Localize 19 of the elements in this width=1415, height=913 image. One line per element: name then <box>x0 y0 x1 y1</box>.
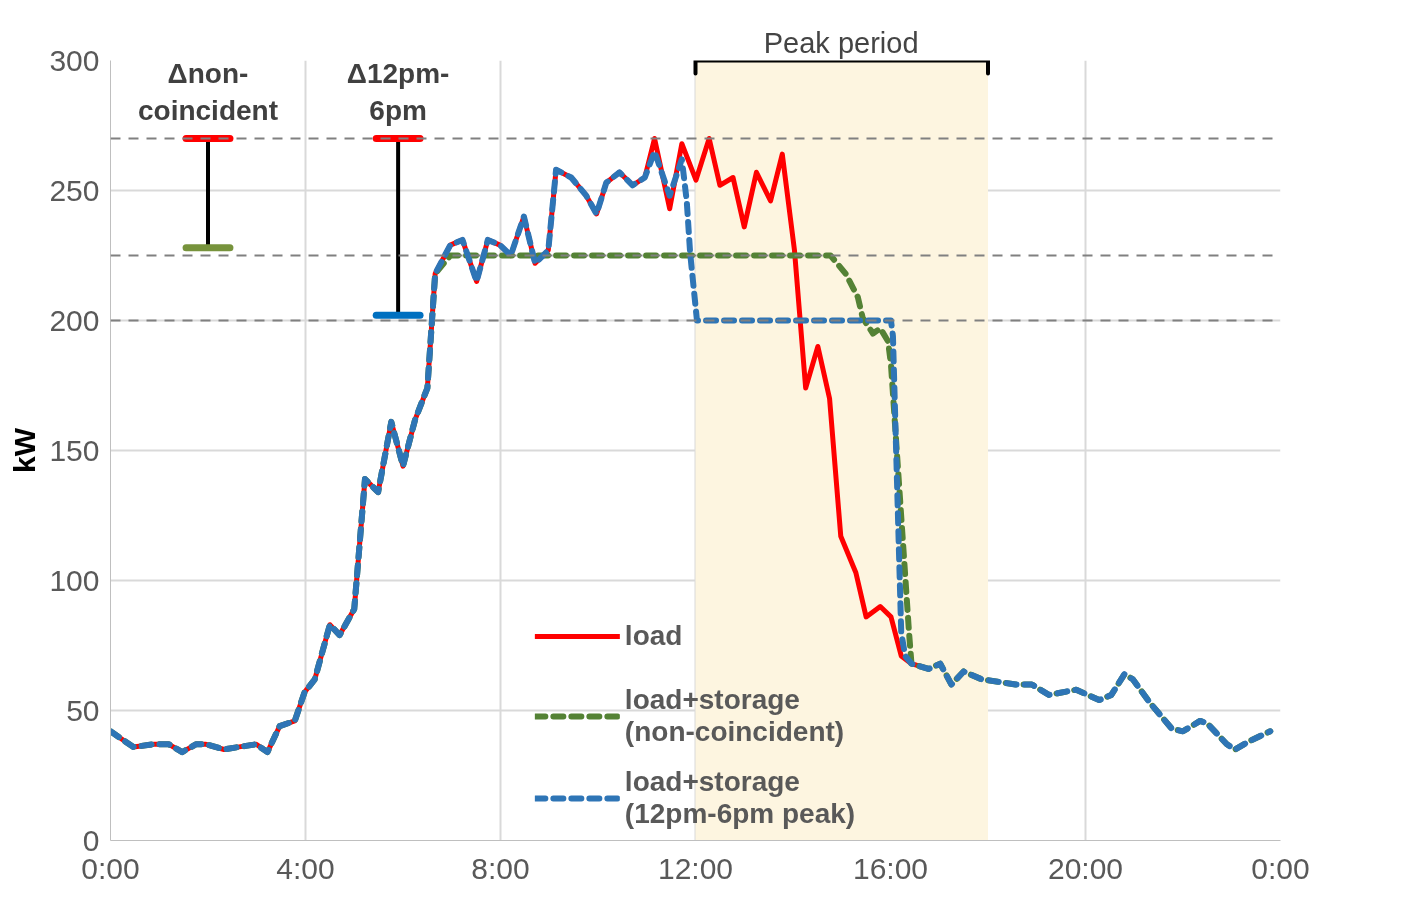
band-label: Peak period <box>763 26 919 59</box>
x-tick-label: 0:00 <box>1251 851 1310 885</box>
y-tick-label: 200 <box>49 303 100 337</box>
x-tick-label: 20:00 <box>1047 851 1124 885</box>
x-tick-label: 12:00 <box>657 851 734 885</box>
annotation: Δnon-coincident <box>137 58 279 127</box>
x-tick-label: 16:00 <box>852 851 929 885</box>
y-tick-label: 150 <box>49 433 100 467</box>
annotation: Δ12pm-6pm <box>346 58 450 127</box>
x-tick-label: 8:00 <box>471 851 530 885</box>
legend-label: load <box>624 619 683 653</box>
y-tick-label: 100 <box>49 563 100 597</box>
y-tick-label: 300 <box>49 43 100 77</box>
y-tick-label: 50 <box>66 693 100 727</box>
y-tick-label: 250 <box>49 173 100 207</box>
y-axis-title: kW <box>8 427 42 473</box>
x-tick-label: 4:00 <box>276 851 335 885</box>
legend-label: load+storage (non-coincident) <box>624 684 845 748</box>
legend-label: load+storage (12pm-6pm peak) <box>624 766 856 830</box>
